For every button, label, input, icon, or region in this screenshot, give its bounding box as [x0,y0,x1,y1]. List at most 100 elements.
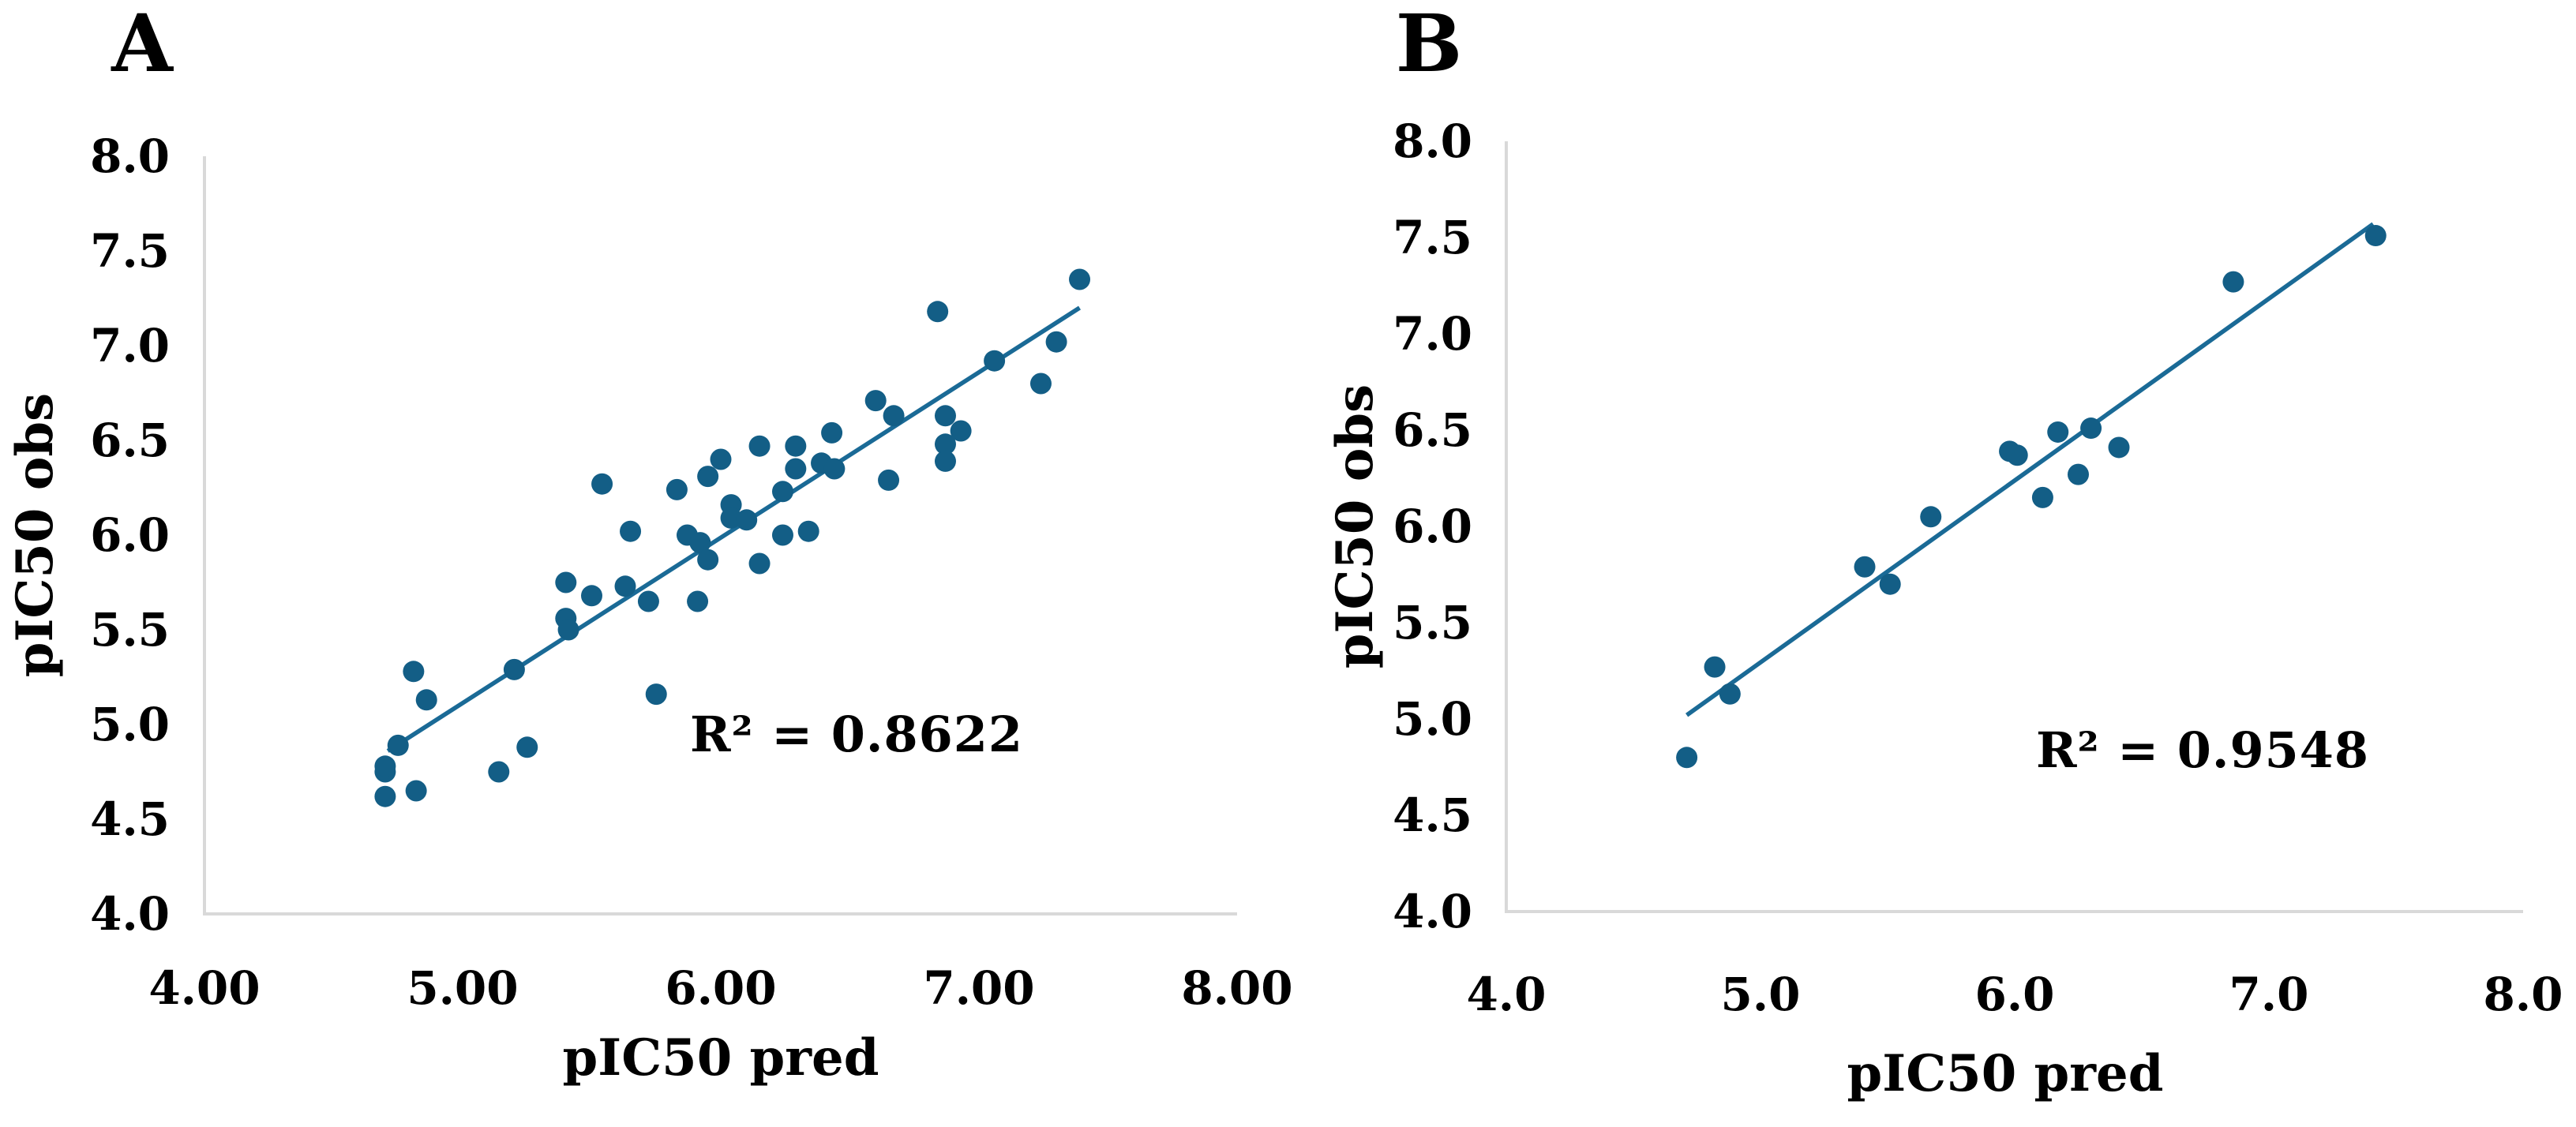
data-point [821,421,843,444]
x-tick-label: 8.00 [1181,961,1292,1015]
data-point [950,420,972,442]
data-point [645,683,667,706]
panel-b-label: B [1396,0,1463,90]
x-tick-labels-b: 4.0 5.0 6.0 7.0 8.0 [1467,968,2563,1021]
data-point [883,405,905,427]
r-squared-annotation-a: R² = 0.8622 [690,706,1023,763]
data-point [516,736,538,758]
data-point [1069,268,1091,290]
data-point [689,532,711,554]
data-point [771,524,793,546]
data-point [748,552,771,575]
x-tick-label: 5.00 [407,961,518,1015]
y-tick-label: 5.0 [1393,692,1472,746]
y-tick-label: 5.5 [90,603,170,657]
y-tick-label: 6.0 [1393,500,1472,553]
data-point [2068,463,2089,485]
data-point [2108,436,2130,459]
data-point [736,509,758,531]
panel-a: A pIC50 obs pIC50 pred R² = 0.8622 4.04.… [6,0,1293,1088]
data-point [934,450,956,472]
data-point [748,435,771,457]
data-point [878,469,900,491]
y-tick-label: 5.0 [90,698,170,751]
data-point [488,761,510,783]
data-point [1879,573,1901,595]
data-point [864,390,887,412]
y-tick-label: 6.5 [1393,403,1472,457]
y-axis-title-a: pIC50 obs [6,393,65,677]
data-point [1920,506,1942,528]
data-point [697,549,719,571]
data-point [620,520,642,542]
data-point [2222,271,2244,293]
y-tick-label: 5.5 [1393,596,1472,650]
data-point [2080,417,2102,440]
data-point [1854,556,1876,578]
data-point [984,350,1006,372]
data-point [785,458,807,480]
x-tick-label: 5.0 [1721,968,1801,1021]
data-point [387,734,409,756]
data-point [1704,656,1726,678]
x-tick-label: 4.00 [148,961,260,1015]
trendline-a [386,305,1082,753]
y-tick-label: 6.0 [90,508,170,562]
x-tick-label: 4.0 [1467,968,1547,1021]
axis-lines-a [203,156,1237,915]
data-point [555,571,577,593]
y-tick-labels-a: 4.0 4.5 5.0 5.5 6.0 6.5 7.0 7.5 8.0 [90,129,170,941]
y-tick-label: 6.5 [90,414,170,467]
data-point [697,466,719,488]
data-point [2047,421,2069,443]
data-point [591,473,613,495]
scatter-points-b [1676,225,2387,769]
y-tick-label: 4.5 [90,792,170,846]
data-point [557,619,579,641]
x-tick-label: 6.00 [665,961,776,1015]
x-tick-label: 7.00 [923,961,1034,1015]
y-tick-label: 7.5 [90,224,170,278]
trendline-b [1685,222,2375,717]
data-point [2364,225,2387,247]
r-squared-annotation-b: R² = 0.9548 [2036,721,2369,779]
data-point [1676,747,1698,769]
x-tick-label: 8.0 [2484,968,2563,1021]
x-tick-labels-a: 4.00 5.00 6.00 7.00 8.00 [148,961,1292,1015]
y-tick-label: 8.0 [90,129,170,183]
y-tick-label: 7.0 [1393,307,1472,361]
panel-b: B pIC50 obs pIC50 pred R² = 0.9548 4.04.… [1325,0,2563,1103]
data-point [403,661,425,683]
data-point [2031,486,2053,508]
y-tick-label: 7.5 [1393,211,1472,264]
data-point [374,785,396,807]
data-point [666,478,688,500]
data-point [934,433,956,455]
y-tick-label: 4.0 [90,887,170,941]
data-point [710,448,732,470]
data-point [1029,373,1052,395]
data-point [415,689,437,711]
y-tick-label: 4.5 [1393,788,1472,842]
x-axis-title-b: pIC50 pred [1847,1044,2164,1103]
y-tick-label: 4.0 [1393,885,1472,938]
data-point [771,481,793,503]
panel-a-label: A [111,0,174,90]
data-point [405,780,427,802]
data-point [785,435,807,457]
x-axis-title-a: pIC50 pred [563,1028,879,1088]
data-point [1045,331,1067,353]
data-point [823,458,846,480]
data-point [614,575,636,597]
scatter-points-a [374,268,1091,807]
data-point [503,658,525,680]
data-point [797,520,819,542]
data-point [720,507,742,529]
data-point [934,405,956,427]
data-point [581,585,602,607]
x-tick-label: 7.0 [2229,968,2309,1021]
y-tick-label: 7.0 [90,319,170,373]
data-point [687,590,709,612]
